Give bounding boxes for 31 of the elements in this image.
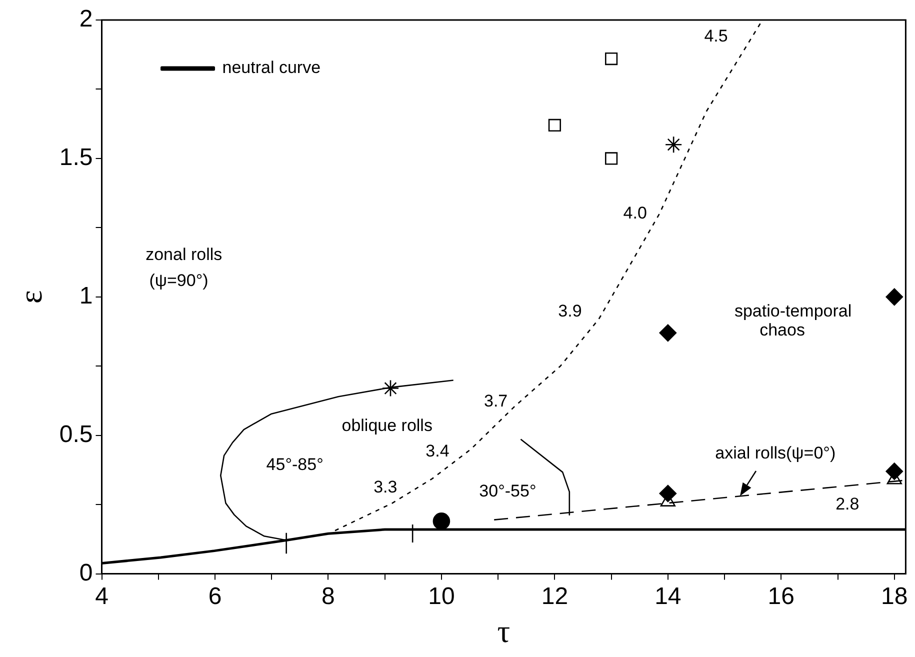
x-tick-label: 12	[541, 582, 568, 610]
y-axis-title: ε	[12, 290, 49, 304]
x-axis-title: τ	[497, 613, 510, 650]
y-tick-label: 1	[79, 282, 93, 310]
y-tick-label: 0	[79, 559, 93, 586]
annotation: 2.8	[836, 494, 860, 514]
annotation: 4.5	[704, 26, 728, 46]
x-tick-label: 6	[208, 582, 222, 610]
annotation: oblique rolls	[342, 416, 432, 435]
x-tick-label: 10	[428, 582, 455, 610]
annotation: 30°-55°	[479, 482, 536, 501]
annotation: 3.3	[374, 478, 398, 497]
x-tick-label: 8	[322, 582, 335, 610]
x-tick-label: 16	[768, 582, 794, 610]
annotation: spatio-temporal	[734, 302, 852, 321]
annotation: zonal rolls	[146, 245, 222, 264]
annotation: 3.9	[558, 302, 582, 321]
legend-label: neutral curve	[222, 58, 321, 78]
x-tick-label: 14	[654, 582, 682, 610]
annotation: 4.0	[623, 204, 647, 223]
annotation: chaos	[760, 320, 805, 340]
annotation: 3.4	[426, 442, 450, 461]
annotation: axial rolls(ψ=0°)	[715, 444, 836, 463]
y-tick-label: 1.5	[59, 144, 93, 172]
x-tick-label: 18	[881, 582, 908, 610]
y-tick-label: 0.5	[59, 420, 93, 448]
annotation: 45°-85°	[266, 455, 324, 474]
annotation: (ψ=90°)	[149, 271, 208, 290]
y-tick-label: 2	[79, 6, 93, 33]
annotation: 3.7	[484, 391, 508, 410]
x-tick-label: 4	[95, 582, 108, 610]
